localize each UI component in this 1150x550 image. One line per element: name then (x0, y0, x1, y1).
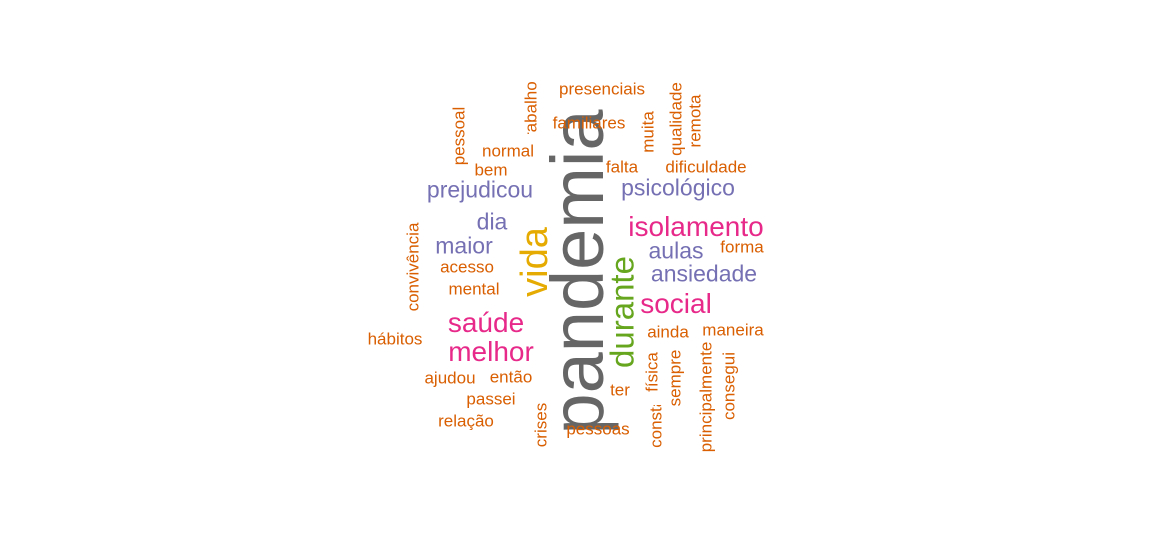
word-isolamento: isolamento (628, 211, 764, 242)
word-social: social (640, 288, 712, 319)
word-mental: mental (448, 279, 500, 299)
word-maior: maior (435, 232, 493, 259)
word-melhor: melhor (448, 336, 534, 367)
word-entao: então (489, 367, 533, 387)
word-ajudou: ajudou (424, 368, 476, 388)
word-vida: vida (514, 227, 556, 297)
word-prejudicou: prejudicou (426, 176, 534, 203)
word-aulas: aulas (648, 237, 704, 264)
word-qualidade: qualidade (666, 82, 686, 156)
word-falta: falta (605, 157, 639, 177)
word-saude: saúde (447, 307, 525, 338)
word-principalmente: principalmente (696, 341, 716, 453)
word-sempre: sempre (665, 349, 685, 407)
clip-constante: constante (643, 405, 669, 453)
clip-principalmente: principalmente (694, 335, 720, 453)
clip-trabalho: trabalho (518, 76, 544, 134)
word-relacao: relação (438, 411, 494, 431)
word-presenciais: presenciais (559, 79, 645, 99)
word-muita: muita (638, 111, 658, 153)
word-remota: remota (685, 94, 705, 148)
word-constante: constante (646, 405, 666, 448)
word-acesso: acesso (440, 257, 494, 277)
word-passei: passei (466, 389, 516, 409)
word-normal: normal (482, 141, 534, 161)
word-psicologico: psicológico (621, 174, 735, 201)
word-maneira: maneira (702, 320, 764, 340)
word-forma: forma (720, 237, 764, 257)
word-pessoal: pessoal (449, 106, 469, 166)
word-fisica: física (642, 352, 662, 392)
word-consegui: consegui (719, 351, 739, 421)
word-convivencia: convivência (403, 222, 423, 312)
word-ainda: ainda (647, 322, 689, 342)
word-trabalho: trabalho (521, 81, 541, 134)
word-ansiedade: ansiedade (650, 260, 758, 287)
word-dia: dia (476, 208, 508, 235)
word-pessoas: pessoas (566, 419, 630, 439)
word-habitos: hábitos (367, 329, 423, 349)
word-crises: crises (531, 402, 551, 448)
word-familiares: familiares (552, 113, 626, 133)
word-ter: ter (610, 380, 630, 400)
word-bem: bem (474, 160, 508, 180)
word-dificuldade: dificuldade (665, 157, 747, 177)
word-durante: durante (603, 256, 641, 368)
